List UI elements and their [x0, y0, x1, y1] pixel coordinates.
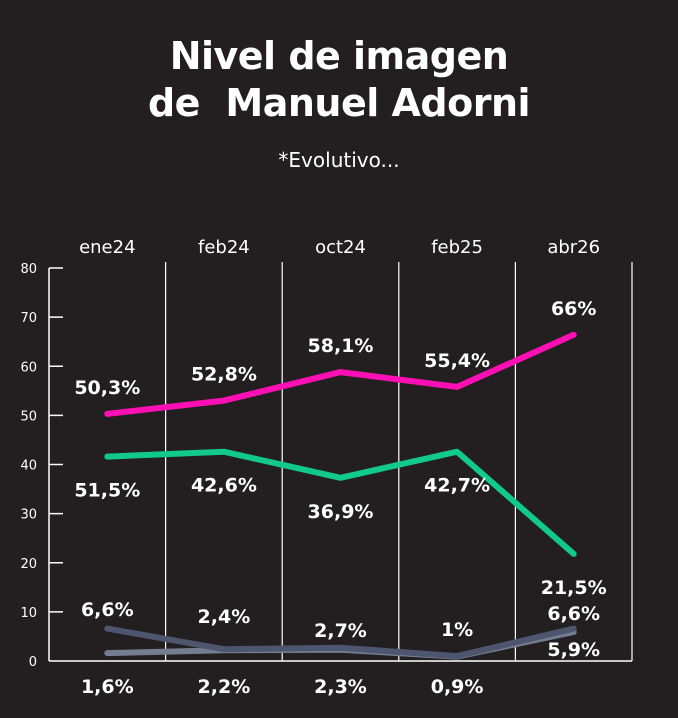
series-line-serie-rosa — [104, 331, 577, 417]
data-label: 42,6% — [191, 475, 257, 497]
data-label: 2,3% — [314, 676, 367, 698]
y-tick-label: 40 — [20, 459, 37, 474]
data-label: 6,6% — [81, 599, 134, 621]
data-label: 42,7% — [424, 475, 490, 497]
y-tick-label: 50 — [20, 409, 37, 424]
y-tick-label: 10 — [20, 606, 37, 621]
data-label: 5,9% — [547, 639, 600, 661]
chart-title-line1: Nivel de imagen — [169, 34, 509, 78]
chart-title: Nivel de imagen de Manuel Adorni — [0, 33, 678, 127]
data-label: 55,4% — [424, 350, 490, 372]
y-tick-label: 80 — [20, 262, 37, 277]
data-label: 50,3% — [74, 377, 140, 399]
data-label: 0,9% — [431, 676, 484, 698]
data-label: 21,5% — [541, 577, 607, 599]
y-tick-label: 60 — [20, 360, 37, 375]
data-label: 6,6% — [547, 603, 600, 625]
y-tick-label: 0 — [29, 655, 37, 670]
y-tick-label: 30 — [20, 508, 37, 523]
y-tick-label: 70 — [20, 311, 37, 326]
data-label: 36,9% — [308, 501, 374, 523]
data-label: 51,5% — [74, 480, 140, 502]
x-category-label: feb25 — [431, 237, 483, 258]
data-label: 1,6% — [81, 676, 134, 698]
x-category-label: ene24 — [79, 237, 135, 258]
data-label: 58,1% — [308, 335, 374, 357]
data-label: 52,8% — [191, 364, 257, 386]
chart-title-line2: de Manuel Adorni — [147, 81, 531, 125]
data-label: 66% — [551, 298, 596, 320]
data-label: 2,4% — [198, 606, 251, 628]
x-category-label: oct24 — [315, 237, 366, 258]
series-line-serie-verde — [104, 448, 577, 557]
y-tick-label: 20 — [20, 557, 37, 572]
data-label: 2,2% — [198, 676, 251, 698]
data-label: 1% — [441, 619, 473, 641]
chart-subtitle: *Evolutivo... — [278, 148, 400, 172]
series-line-serie-gris-oscuro — [104, 625, 577, 660]
data-label: 2,7% — [314, 620, 367, 642]
x-category-label: abr26 — [547, 237, 600, 258]
x-category-label: feb24 — [198, 237, 250, 258]
